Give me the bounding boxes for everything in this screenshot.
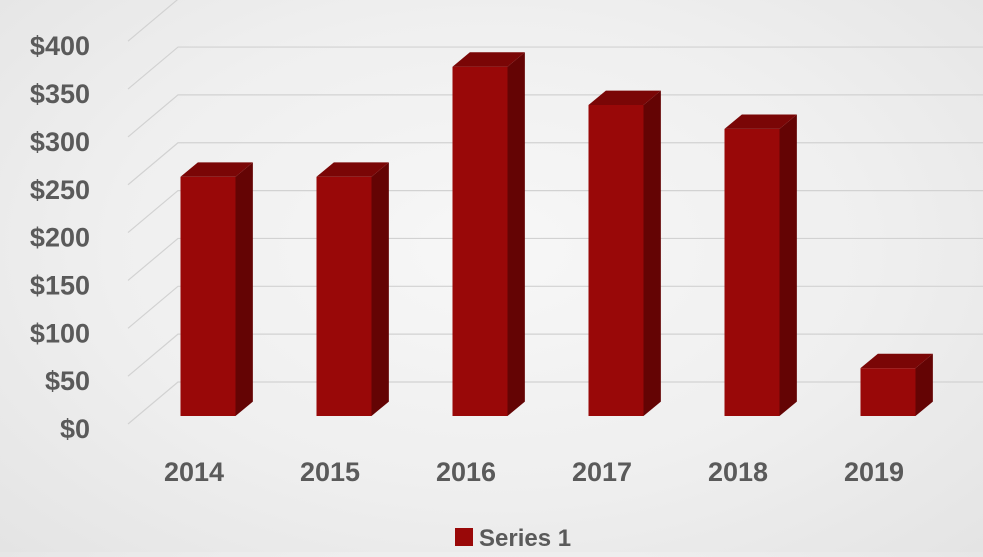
bar-top-face bbox=[180, 162, 253, 177]
bar-side-face bbox=[643, 90, 661, 416]
bar-top-face bbox=[316, 162, 389, 177]
bar-2014 bbox=[180, 162, 253, 416]
x-tick-label-2015: 2015 bbox=[300, 457, 360, 487]
y-tick-label: $0 bbox=[60, 414, 90, 444]
x-tick-label-2016: 2016 bbox=[436, 457, 496, 487]
bar-2019 bbox=[860, 353, 933, 416]
bars bbox=[180, 52, 933, 417]
bar-front-face bbox=[180, 176, 236, 416]
y-tick-label: $50 bbox=[45, 366, 90, 396]
gridline-200 bbox=[127, 190, 983, 234]
gridline-250 bbox=[127, 142, 983, 186]
legend-label: Series 1 bbox=[479, 525, 571, 552]
x-tick-label-2017: 2017 bbox=[572, 457, 632, 487]
bar-2017 bbox=[588, 90, 661, 416]
gridlines bbox=[127, 0, 983, 425]
gridline-400 bbox=[127, 0, 178, 42]
bar-side-face bbox=[507, 52, 525, 417]
bar-front-face bbox=[860, 368, 916, 416]
y-axis-tick-labels: $0 $50 $100 $150 $200 $250 $300 $350 $400 bbox=[30, 31, 90, 444]
gridline-300 bbox=[127, 94, 983, 138]
x-tick-label-2014: 2014 bbox=[164, 457, 224, 487]
gridline-350 bbox=[127, 46, 983, 90]
bar-top-face bbox=[724, 114, 797, 129]
bar-top-face bbox=[860, 353, 933, 369]
bar-front-face bbox=[588, 104, 644, 416]
bar-front-face bbox=[724, 128, 780, 416]
gridline-100 bbox=[127, 285, 983, 329]
bar-side-face bbox=[915, 353, 933, 416]
y-tick-label: $400 bbox=[30, 31, 90, 61]
y-tick-label: $250 bbox=[30, 175, 90, 205]
bar-2018 bbox=[724, 114, 797, 416]
gridline-150 bbox=[127, 237, 983, 281]
bar-2016 bbox=[452, 52, 525, 417]
bar-side-face bbox=[779, 114, 797, 416]
y-tick-label: $150 bbox=[30, 270, 90, 300]
bar-front-face bbox=[452, 66, 508, 416]
bar-top-face bbox=[452, 52, 525, 67]
y-tick-label: $350 bbox=[30, 79, 90, 109]
y-tick-label: $300 bbox=[30, 127, 90, 157]
y-tick-label: $100 bbox=[30, 318, 90, 348]
bar-top-face bbox=[588, 90, 661, 105]
y-tick-label: $200 bbox=[30, 223, 90, 253]
bar-side-face bbox=[235, 162, 253, 416]
bar-2015 bbox=[316, 162, 389, 416]
x-axis-tick-labels: 2014 2015 2016 2017 2018 2019 bbox=[164, 457, 904, 487]
x-tick-label-2019: 2019 bbox=[844, 457, 904, 487]
bar-side-face bbox=[371, 162, 389, 416]
legend: Series 1 bbox=[455, 525, 571, 552]
gridline-0 bbox=[127, 381, 983, 425]
bar-front-face bbox=[316, 176, 372, 416]
legend-swatch bbox=[455, 528, 473, 546]
gridline-50 bbox=[127, 333, 983, 377]
x-tick-label-2018: 2018 bbox=[708, 457, 768, 487]
